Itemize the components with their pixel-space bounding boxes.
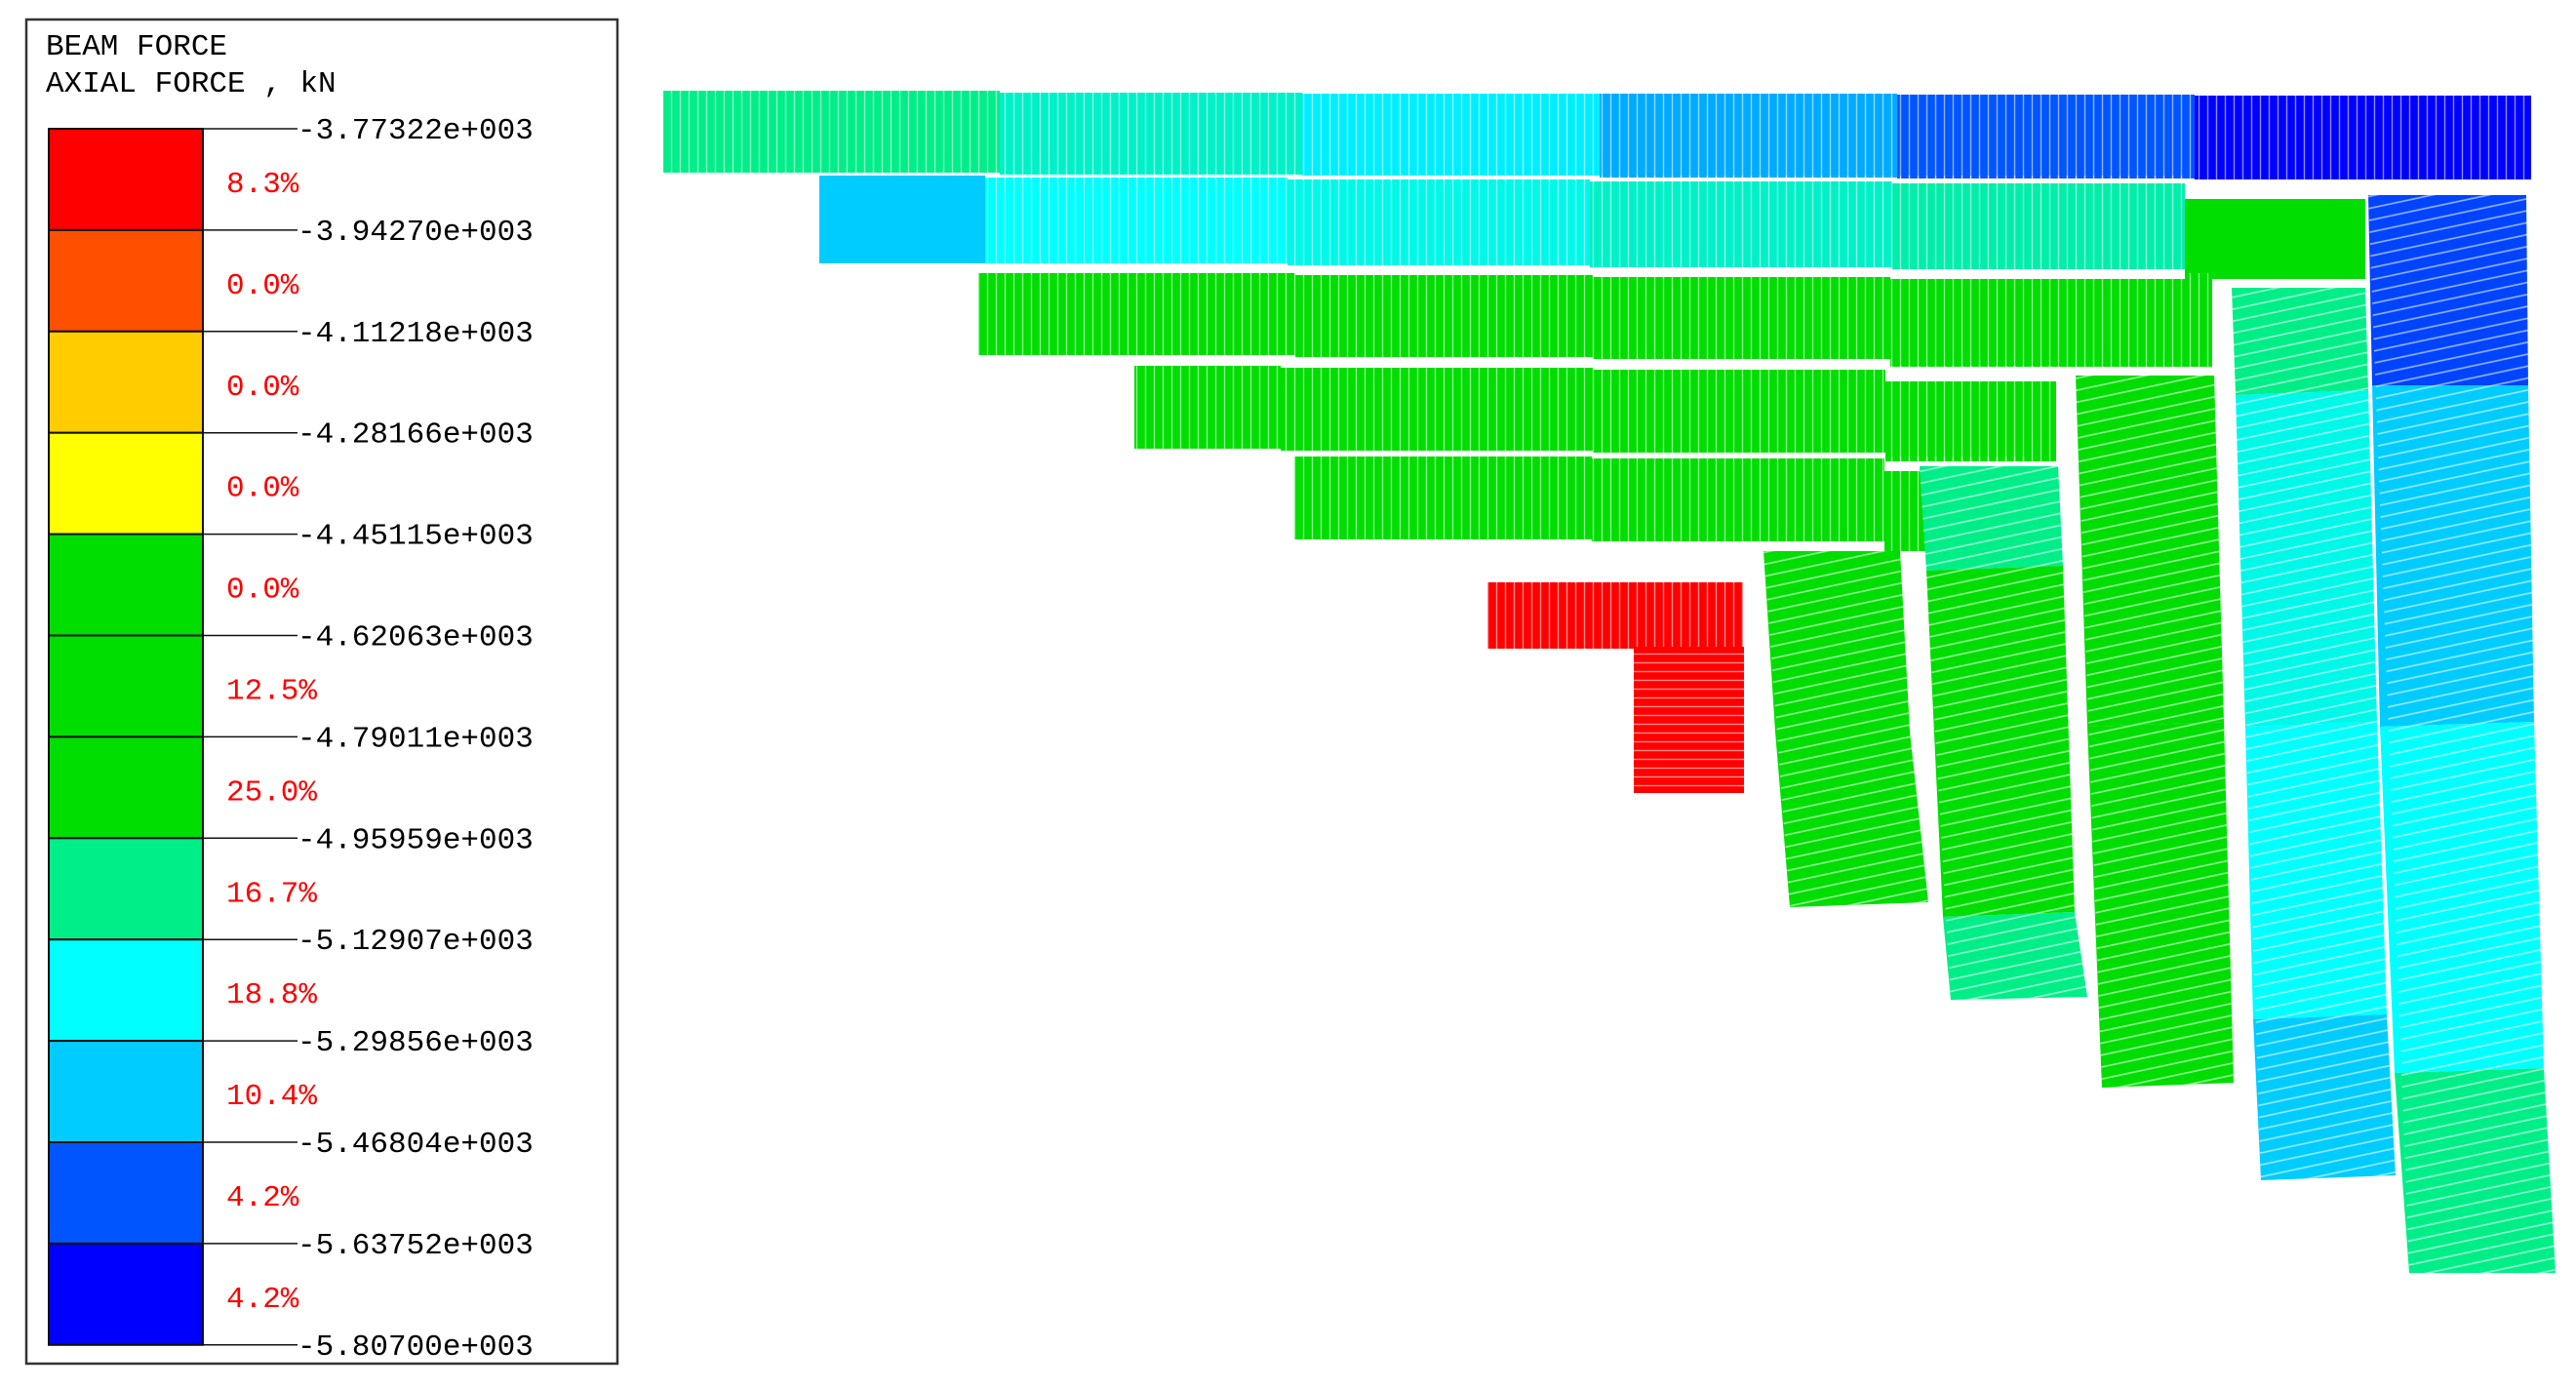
legend-band-percent: 25.0% [226, 775, 317, 810]
legend-band-percent: 16.7% [226, 877, 317, 911]
legend-band-percent: 10.4% [226, 1080, 317, 1114]
beam-row-6-red [1487, 582, 1744, 793]
legend-band-percent: 12.5% [226, 674, 317, 708]
column-d [2232, 288, 2396, 1180]
beam-segment [819, 176, 985, 263]
beam-hatch [978, 273, 2212, 367]
legend-band-percent: 0.0% [226, 371, 299, 405]
legend-band-5 [48, 533, 204, 637]
legend-value: -4.79011e+003 [297, 722, 534, 756]
beam-row-3 [978, 273, 2212, 367]
legend-band-3 [48, 330, 204, 434]
beam-row-2 [819, 176, 2365, 279]
legend-value: -4.62063e+003 [297, 621, 534, 655]
column-hatch [2368, 195, 2556, 1273]
legend-subtitle: AXIAL FORCE , kN [46, 67, 337, 101]
column-c [2076, 376, 2234, 1088]
legend-value: -5.80700e+003 [297, 1330, 534, 1365]
column-a [1764, 551, 1928, 907]
legend-band-percent: 4.2% [226, 1181, 299, 1215]
legend-value: -4.95959e+003 [297, 823, 534, 857]
legend-value: -5.12907e+003 [297, 925, 534, 959]
legend-band-percent: 0.0% [226, 574, 299, 608]
legend-value: -5.46804e+003 [297, 1128, 534, 1162]
beam-hatch [1294, 456, 2031, 551]
beam-segment [2185, 199, 2365, 279]
beam-hatch [1487, 582, 1743, 649]
legend-band-11 [48, 1141, 204, 1245]
column-hatch [1764, 551, 1928, 907]
legend-band-12 [48, 1242, 204, 1346]
legend-value: -4.28166e+003 [297, 418, 534, 453]
beam-row-1 [663, 91, 2531, 179]
legend-band-percent: 0.0% [226, 472, 299, 506]
legend-value: -5.29856e+003 [297, 1026, 534, 1060]
beam-structure [663, 91, 2556, 1273]
legend-value: -3.77322e+003 [297, 114, 534, 148]
column-hatch [2232, 288, 2396, 1180]
legend-band-6 [48, 634, 204, 738]
column-e [2368, 195, 2556, 1273]
column-b [1920, 466, 2087, 1000]
legend: BEAM FORCE AXIAL FORCE , kN 8.3% 0.0% 0.0%… [24, 18, 619, 1366]
legend-band-8 [48, 837, 204, 941]
legend-band-percent: 18.8% [226, 978, 317, 1012]
legend-band-percent: 8.3% [226, 168, 299, 202]
beam-row-4 [1134, 366, 2056, 461]
legend-band-9 [48, 938, 204, 1043]
legend-value: -4.11218e+003 [297, 317, 534, 351]
legend-title: BEAM FORCE [46, 30, 227, 64]
column-hatch [1634, 647, 1744, 793]
column-hatch [2076, 376, 2234, 1088]
column-hatch [1920, 466, 2087, 1000]
legend-band-7 [48, 735, 204, 840]
legend-value: -3.94270e+003 [297, 216, 534, 250]
beam-hatch [663, 91, 2531, 179]
beam-hatch [985, 176, 2185, 269]
legend-band-2 [48, 228, 204, 333]
legend-band-10 [48, 1040, 204, 1143]
legend-value: -4.45115e+003 [297, 520, 534, 554]
legend-band-percent: 0.0% [226, 269, 299, 303]
legend-value: -5.63752e+003 [297, 1229, 534, 1263]
beam-row-5 [1294, 456, 2031, 551]
legend-band-1 [48, 128, 204, 231]
beam-hatch [1134, 366, 2056, 461]
legend-band-percent: 4.2% [226, 1283, 299, 1317]
legend-band-4 [48, 431, 204, 536]
